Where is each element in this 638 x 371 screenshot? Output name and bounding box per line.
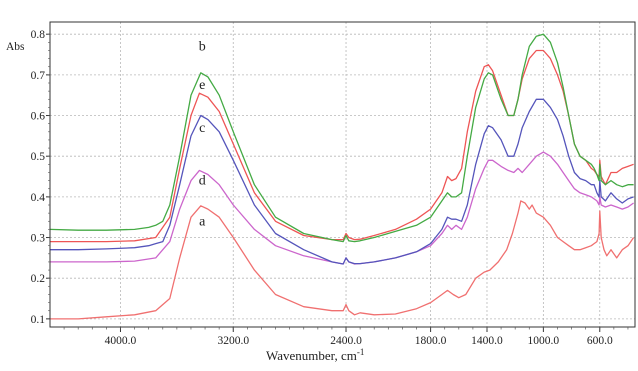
- series-line-d: [50, 151, 634, 265]
- series-line-a: [50, 200, 635, 320]
- x-axis-title-superscript: -1: [357, 347, 365, 357]
- ticks: [46, 33, 629, 332]
- y-tick-label: 0.3: [31, 233, 46, 245]
- y-tick-label: 0.5: [31, 151, 46, 163]
- series-line-c: [50, 98, 634, 265]
- x-tick-label: 1000.0: [528, 335, 560, 347]
- y-tick-label: 0.2: [31, 273, 46, 285]
- y-tick-label: 0.4: [31, 192, 46, 204]
- x-axis-title: Wavenumber, cm-1: [266, 347, 364, 363]
- x-tick-label: 600.0: [587, 335, 613, 347]
- y-tick-label: 0.8: [31, 29, 46, 41]
- x-axis-title-text: Wavenumber, cm: [266, 348, 357, 363]
- x-tick-label: 1800.0: [415, 335, 447, 347]
- x-tick-label: 1400.0: [471, 335, 503, 347]
- curve-label-d: d: [199, 174, 206, 189]
- x-tick-label: 4000.0: [105, 335, 137, 347]
- y-tick-label: 0.6: [31, 111, 46, 123]
- curve-labels: b e c d a: [199, 39, 206, 229]
- curve-label-e: e: [199, 78, 205, 93]
- series-group: [49, 33, 635, 320]
- plot-background: [50, 22, 635, 327]
- y-tick-label: 0.1: [31, 314, 46, 326]
- series-line-e: [50, 49, 634, 243]
- y-tick-label: 0.7: [31, 70, 46, 82]
- curve-label-c: c: [199, 121, 205, 136]
- plot-frame: [49, 21, 636, 328]
- series-line-b: [49, 33, 634, 243]
- tick-labels: 4000.0 3200.0 2400.0 1800.0 1400.0 1000.0 600.…: [31, 29, 613, 347]
- curve-label-a: a: [199, 214, 206, 229]
- x-tick-label: 3200.0: [217, 335, 249, 347]
- x-tick-label: 2400.0: [330, 335, 362, 347]
- y-axis-title: Abs: [6, 41, 25, 53]
- curve-label-b: b: [199, 39, 206, 54]
